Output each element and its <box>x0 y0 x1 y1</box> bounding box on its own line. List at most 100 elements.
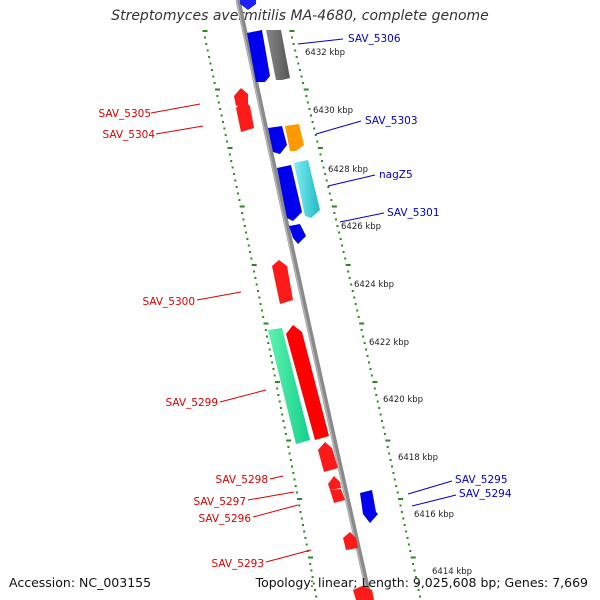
scale-tick <box>385 439 391 442</box>
gene-arrow[interactable] <box>266 30 290 80</box>
gene-label[interactable]: nagZ5 <box>379 169 413 181</box>
gene-arrow[interactable] <box>272 260 293 304</box>
scale-tick <box>287 446 290 448</box>
scale-tick <box>382 426 385 429</box>
gene-arrow[interactable] <box>285 124 304 151</box>
gene-label[interactable]: SAV_5297 <box>193 496 246 508</box>
scale-tick <box>271 361 274 364</box>
scale-tick <box>357 316 360 318</box>
scale-tick <box>298 69 301 71</box>
genome-backbone <box>235 0 373 600</box>
scale-tick <box>202 30 208 32</box>
scale-tick <box>403 524 406 526</box>
gene-arrow[interactable] <box>268 328 310 444</box>
scale-tick <box>365 348 368 351</box>
scale-tick <box>303 88 309 91</box>
gene-arrow[interactable] <box>343 532 358 550</box>
scale-tick <box>373 387 376 390</box>
scale-tick <box>363 342 366 344</box>
scale-label: 6420 kbp <box>383 395 423 405</box>
gene-arrow[interactable] <box>353 586 374 600</box>
scale-tick <box>295 56 298 58</box>
scale-tick <box>257 290 259 292</box>
scale-tick <box>314 589 316 591</box>
scale-tick <box>310 569 313 572</box>
scale-tick <box>292 472 295 474</box>
gene-arrow[interactable] <box>328 476 341 490</box>
scale-tick <box>276 387 279 390</box>
scale-tick <box>272 368 275 370</box>
scale-tick <box>393 478 396 481</box>
scale-tick <box>311 576 314 578</box>
scale-tick <box>209 62 212 65</box>
scale-tick <box>273 374 276 377</box>
scale-tick <box>263 322 269 325</box>
gene-label[interactable]: SAV_5298 <box>215 474 268 486</box>
scale-tick <box>333 212 336 214</box>
scale-tick <box>406 537 409 539</box>
gene-arrow[interactable] <box>289 224 306 244</box>
scale-label: 6430 kbp <box>313 106 353 116</box>
scale-tick <box>338 231 341 234</box>
gene-arrow[interactable] <box>286 325 329 440</box>
scale-tick <box>325 179 328 182</box>
connector-line <box>252 504 299 518</box>
gene-arrow[interactable] <box>247 30 270 82</box>
scale-tick <box>378 407 381 409</box>
gene-arrow[interactable] <box>318 442 338 472</box>
scale-tick <box>223 127 226 130</box>
scale-tick <box>300 75 303 78</box>
gene-arrow[interactable] <box>277 165 302 221</box>
scale-tick <box>302 82 305 84</box>
gene-label[interactable]: SAV_5305 <box>98 108 151 120</box>
gene-label[interactable]: SAV_5294 <box>459 488 512 500</box>
scale-tick <box>253 270 256 273</box>
gene-arrow[interactable] <box>268 126 287 154</box>
scale-tick <box>291 36 293 39</box>
scale-label: 6432 kbp <box>305 48 345 58</box>
scale-tick <box>414 576 417 578</box>
gene-label[interactable]: SAV_5300 <box>142 296 195 308</box>
scale-tick <box>277 394 280 396</box>
scale-tick <box>242 218 245 221</box>
scale-tick <box>217 101 220 104</box>
gene-label[interactable]: SAV_5293 <box>211 558 264 570</box>
scale-tick <box>379 413 382 416</box>
scale-tick <box>235 186 238 188</box>
scale-tick <box>262 316 265 318</box>
gene-label[interactable]: SAV_5299 <box>165 397 218 409</box>
scale-tick <box>315 595 318 598</box>
scale-tick <box>328 192 331 195</box>
gene-arrow[interactable] <box>240 0 256 10</box>
gene-label[interactable]: SAV_5301 <box>387 207 440 219</box>
scale-tick <box>294 49 297 52</box>
scale-tick <box>399 504 402 507</box>
scale-tick <box>246 238 249 240</box>
scale-tick <box>210 69 213 71</box>
scale-tick <box>372 381 378 383</box>
gene-arrow[interactable] <box>236 100 254 132</box>
scale-tick <box>254 277 257 279</box>
gene-label[interactable]: SAV_5303 <box>365 115 418 127</box>
scale-tick <box>308 556 313 559</box>
gene-label[interactable]: SAV_5296 <box>198 513 251 525</box>
scale-tick <box>231 166 234 169</box>
gene-label[interactable]: SAV_5295 <box>455 474 508 486</box>
scale-tick <box>251 264 257 266</box>
scale-tick <box>370 374 373 377</box>
scale-tick <box>243 225 246 227</box>
connector-line <box>411 494 457 507</box>
scale-tick <box>412 563 415 565</box>
scale-tick <box>350 283 353 286</box>
gene-arrow[interactable] <box>330 489 345 503</box>
genome-summary-text: Topology: linear; Length: 9,025,608 bp; … <box>255 575 588 590</box>
gene-arrow[interactable] <box>360 490 378 523</box>
scale-tick <box>317 147 323 149</box>
gene-arrow[interactable] <box>294 160 320 218</box>
gene-label[interactable]: SAV_5304 <box>102 129 155 141</box>
gene-label[interactable]: SAV_5306 <box>348 33 401 45</box>
scale-tick <box>259 303 262 305</box>
scale-tick <box>416 582 419 585</box>
scale-tick <box>356 309 359 312</box>
